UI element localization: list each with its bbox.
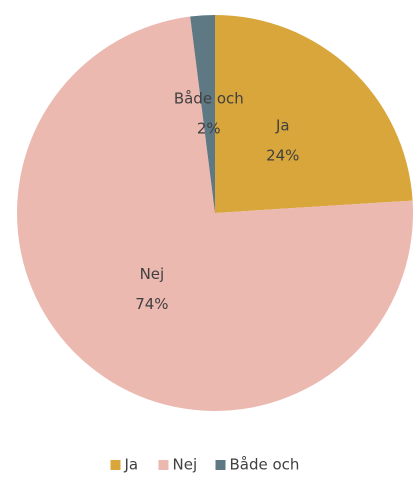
legend-label: Både och: [230, 456, 300, 474]
data-label-category: Både och: [174, 90, 244, 108]
data-label-category: Ja: [275, 116, 290, 134]
data-label-category: Nej: [140, 265, 165, 283]
legend-swatch: [215, 460, 226, 470]
legend-label: Nej: [173, 456, 198, 474]
legend-swatch: [158, 460, 169, 470]
pie-slice: [215, 15, 413, 213]
data-label-value: 74%: [135, 295, 168, 313]
data-label-value: 2%: [197, 120, 221, 138]
pie-slice: [190, 15, 215, 213]
pie-slice: [16, 16, 414, 412]
data-label-value: 24%: [266, 146, 299, 164]
legend-label: Ja: [124, 456, 139, 474]
legend-swatch: [110, 460, 121, 470]
